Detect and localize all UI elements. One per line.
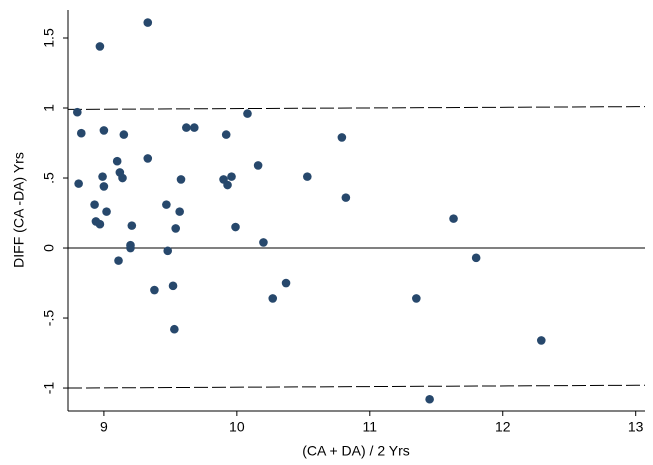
point [449, 214, 458, 223]
point [150, 285, 159, 295]
point [99, 182, 109, 191]
point [221, 130, 231, 139]
y-axis-title: DIFF (CA -DA) Yrs [11, 152, 27, 268]
point [425, 394, 434, 404]
point [99, 126, 109, 135]
point [126, 243, 135, 253]
point [95, 219, 105, 229]
x-tick-label: 11 [363, 419, 378, 435]
point [259, 238, 268, 247]
point [102, 207, 111, 216]
point [168, 281, 178, 291]
point [175, 207, 184, 216]
x-tick-label: 13 [628, 419, 644, 435]
point [143, 154, 153, 163]
point [337, 133, 347, 142]
point [76, 128, 86, 138]
point [303, 172, 312, 181]
y-tick-label: .5 [41, 172, 57, 184]
point [74, 179, 83, 188]
point [243, 109, 252, 118]
point [227, 172, 236, 181]
reference-line [67, 106, 646, 110]
point [171, 224, 180, 233]
point [268, 294, 278, 303]
point [118, 173, 127, 183]
x-axis-title: (CA + DA) / 2 Yrs [302, 443, 410, 459]
point [112, 156, 122, 166]
y-tick-label: 1.5 [41, 28, 57, 48]
point [412, 294, 421, 303]
point [281, 278, 291, 288]
point [223, 180, 232, 190]
point [98, 172, 107, 181]
point [143, 18, 153, 27]
point [90, 200, 99, 209]
point [176, 175, 186, 184]
x-tick-label: 9 [100, 419, 108, 435]
point [73, 107, 82, 117]
y-tick-label: -1 [41, 382, 57, 395]
point [471, 253, 481, 263]
point [536, 336, 546, 345]
y-tick-label: 0 [41, 244, 57, 252]
point [182, 123, 191, 132]
y-tick-label: 1 [41, 104, 57, 112]
point [162, 200, 171, 209]
point [127, 221, 137, 230]
point [114, 256, 123, 265]
point [253, 161, 263, 170]
point [95, 42, 105, 51]
point [163, 246, 173, 256]
point [119, 130, 129, 139]
y-tick-label: -.5 [41, 310, 57, 327]
point [170, 324, 179, 334]
point [231, 222, 240, 232]
x-tick-label: 12 [495, 419, 511, 435]
point [341, 193, 351, 202]
x-tick-label: 10 [229, 419, 245, 435]
point [190, 123, 199, 132]
reference-line [67, 384, 646, 389]
